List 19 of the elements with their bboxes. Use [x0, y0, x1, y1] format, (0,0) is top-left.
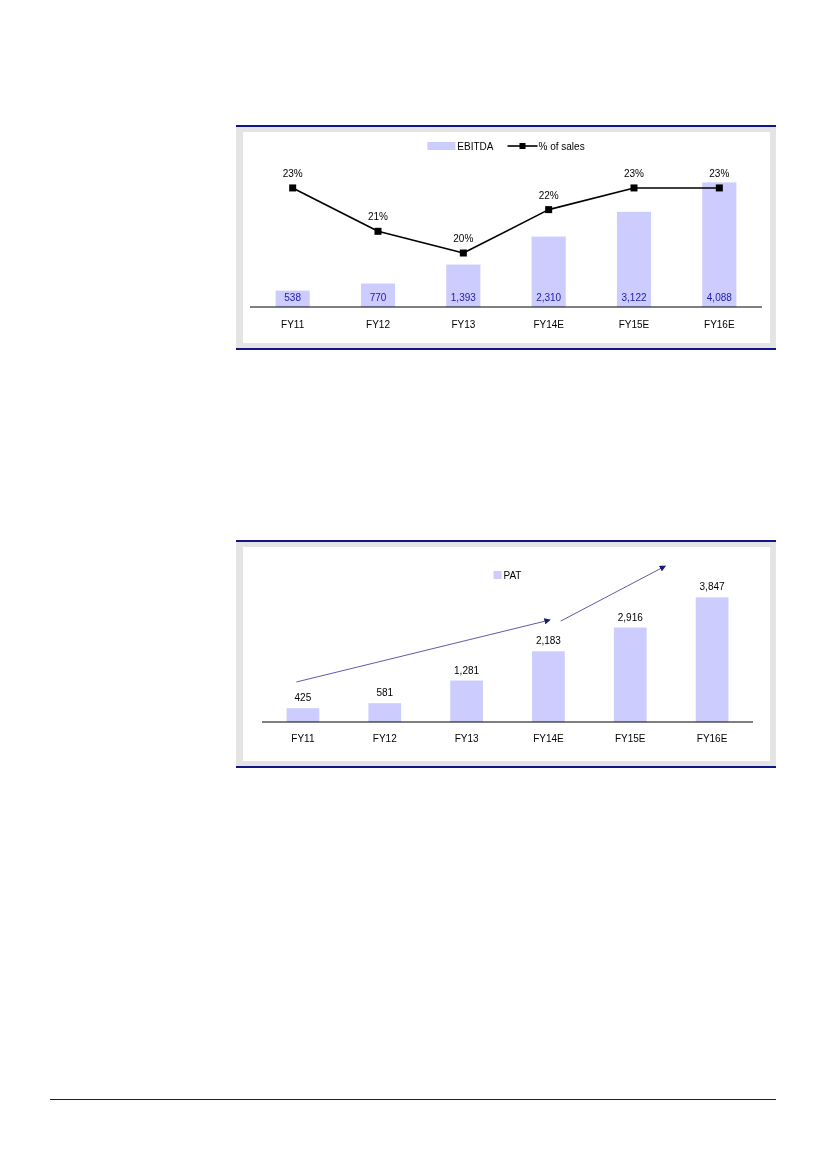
x-tick-label: FY16E	[696, 733, 728, 744]
bar	[695, 597, 729, 722]
data-label: 1,281	[454, 664, 480, 676]
data-label: 2,916	[617, 611, 644, 623]
legend-label: PAT	[503, 569, 522, 581]
data-label: 581	[376, 687, 394, 699]
data-label: 2,183	[535, 635, 562, 647]
bar	[532, 651, 565, 722]
x-tick-label: FY14E	[533, 733, 565, 744]
bar	[613, 627, 647, 722]
x-tick-label: FY11	[291, 733, 315, 744]
bar	[450, 680, 483, 722]
x-tick-label: FY13	[454, 733, 479, 744]
x-tick-label: FY15E	[614, 733, 646, 744]
bar	[368, 703, 402, 722]
data-label: 3,847	[699, 581, 726, 593]
bar	[286, 708, 320, 722]
data-label: 425	[294, 692, 312, 704]
x-tick-label: FY12	[372, 733, 398, 744]
